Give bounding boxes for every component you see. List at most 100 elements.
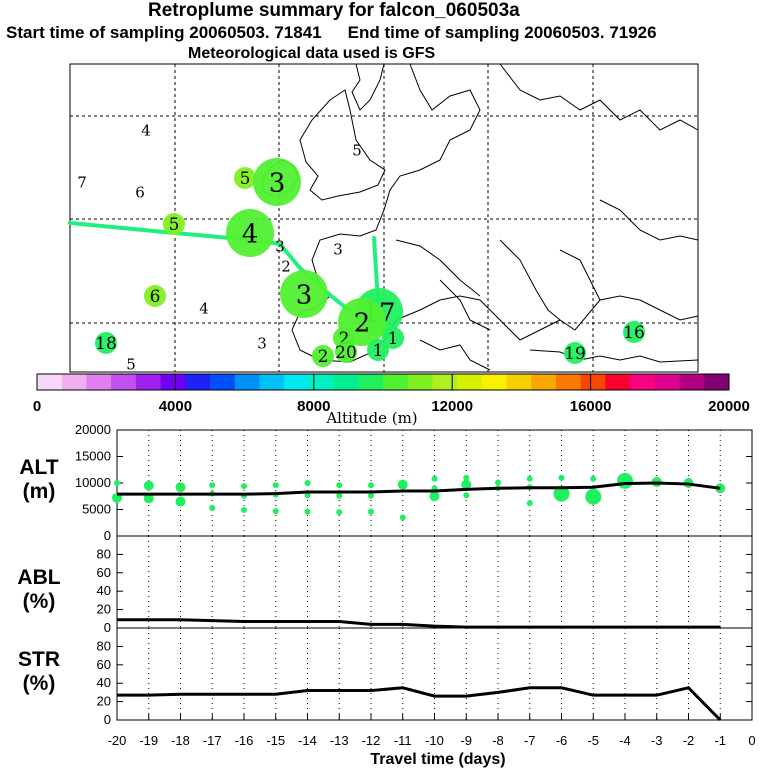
map-marker-circle xyxy=(163,213,185,235)
map-marker-label: 3 xyxy=(275,237,285,255)
str-ylabel-line1: STR xyxy=(18,648,60,671)
alt-point xyxy=(143,493,154,504)
x-tick-label: -15 xyxy=(266,733,285,748)
map-marker-label: 2 xyxy=(281,257,291,275)
map-marker-circle xyxy=(95,332,117,354)
colorbar-tick-label: 4000 xyxy=(159,398,192,415)
x-tick-label: -6 xyxy=(556,733,568,748)
x-tick-label: -7 xyxy=(524,733,536,748)
map-marker-circle xyxy=(382,327,404,349)
map-marker-circle xyxy=(226,209,274,257)
y-tick-label: 80 xyxy=(97,638,111,653)
alt-point xyxy=(143,480,154,491)
map-marker-label: 3 xyxy=(257,334,267,352)
colorbar-swatch xyxy=(704,374,730,390)
alt-point xyxy=(431,475,438,482)
alt-point xyxy=(175,496,186,507)
colorbar-swatch xyxy=(605,374,631,390)
map-marker-label: 1 xyxy=(373,341,384,361)
colorbar-swatch xyxy=(358,374,384,390)
map-marker-label: 2 xyxy=(339,329,350,349)
map-marker-circle xyxy=(564,342,586,364)
alt-point xyxy=(526,500,533,507)
alt-point xyxy=(463,474,470,481)
map-marker-label: 6 xyxy=(135,183,145,201)
colorbar-swatch xyxy=(185,374,211,390)
alt-point xyxy=(336,482,343,489)
x-tick-label: -2 xyxy=(683,733,695,748)
map-marker-label: 20 xyxy=(335,343,357,363)
colorbar-swatch xyxy=(481,374,508,390)
sampling-start: Start time of sampling 20060503. 71841 xyxy=(6,23,322,42)
map-marker-label: 5 xyxy=(352,141,362,159)
map-markers: 4576535432364317211185322021916 xyxy=(77,121,645,373)
alt-point xyxy=(461,479,472,490)
y-tick-label: 0 xyxy=(104,620,111,635)
alt-point xyxy=(209,482,216,489)
map-marker-circle xyxy=(335,341,357,363)
alt-point xyxy=(241,507,247,514)
x-tick-label: -8 xyxy=(492,733,504,748)
x-tick-label: -3 xyxy=(651,733,663,748)
map-marker-label: 19 xyxy=(564,344,586,364)
map-marker-label: 3 xyxy=(333,240,343,258)
x-tick-label: -19 xyxy=(139,733,158,748)
map-marker-circle xyxy=(253,158,301,206)
x-tick-label: -10 xyxy=(425,733,444,748)
x-tick-label: -11 xyxy=(394,733,412,748)
map-marker-circle xyxy=(280,270,328,318)
str-ylabel-line2: (%) xyxy=(22,672,56,695)
colorbar-swatch xyxy=(61,374,87,390)
map-marker-label: 1 xyxy=(388,329,399,349)
y-tick-label: 20000 xyxy=(75,422,111,437)
colorbar-swatch xyxy=(160,374,186,390)
y-tick-label: 5000 xyxy=(82,502,111,517)
map-marker-label: 2 xyxy=(318,347,329,367)
sampling-end: End time of sampling 20060503. 71926 xyxy=(347,23,657,42)
alt-point xyxy=(336,492,343,499)
alt-ylabel-line2: (m) xyxy=(22,480,56,503)
y-tick-label: 60 xyxy=(97,565,111,580)
alt-ylabel: ALT (m) xyxy=(4,456,74,504)
colorbar-swatch xyxy=(234,374,260,390)
colorbar-axis-label: Altitude (m) xyxy=(325,409,417,427)
x-tick-label: 0 xyxy=(748,733,755,748)
colorbar-swatch xyxy=(86,374,112,390)
alt-point xyxy=(558,474,565,481)
alt-ylabel-line1: ALT xyxy=(19,456,59,479)
map-marker-label: 16 xyxy=(623,323,645,343)
x-tick-label: -1 xyxy=(714,733,726,748)
alt-point xyxy=(429,491,440,502)
colorbar-swatch xyxy=(383,374,409,390)
x-tick-label: -18 xyxy=(171,733,190,748)
map-marker-circle xyxy=(367,339,389,361)
alt-point xyxy=(526,475,533,482)
met-data-note: Meteorological data used is GFS xyxy=(188,45,436,62)
colorbar-swatch xyxy=(333,374,359,390)
x-tick-label: -17 xyxy=(203,733,222,748)
alt-point xyxy=(368,508,374,515)
alt-point xyxy=(585,488,602,505)
x-tick-label: -14 xyxy=(298,733,317,748)
alt-point xyxy=(209,504,216,511)
sampling-times: Start time of sampling 20060503. 71841 En… xyxy=(6,23,657,43)
alt-point xyxy=(553,485,570,502)
x-tick-label: -4 xyxy=(619,733,631,748)
abl-panel: 80 60 40 20 0 xyxy=(97,535,753,635)
colorbar-swatch xyxy=(37,374,63,390)
colorbar-swatch xyxy=(284,374,310,390)
colorbar-swatch xyxy=(580,374,606,390)
colorbar-swatch xyxy=(630,374,656,390)
alt-point xyxy=(397,479,408,490)
map-marker-label: 5 xyxy=(240,169,251,189)
colorbar-swatch xyxy=(679,374,705,390)
x-tick-label: -12 xyxy=(362,733,381,748)
colorbar-tick-label: 20000 xyxy=(708,398,750,415)
y-tick-label: 15000 xyxy=(75,449,111,464)
str-panel: 80 60 40 20 0 xyxy=(97,627,753,727)
alt-point xyxy=(114,480,120,486)
alt-point xyxy=(304,508,311,515)
y-tick-label: 20 xyxy=(97,694,111,709)
colorbar-swatch xyxy=(407,374,433,390)
